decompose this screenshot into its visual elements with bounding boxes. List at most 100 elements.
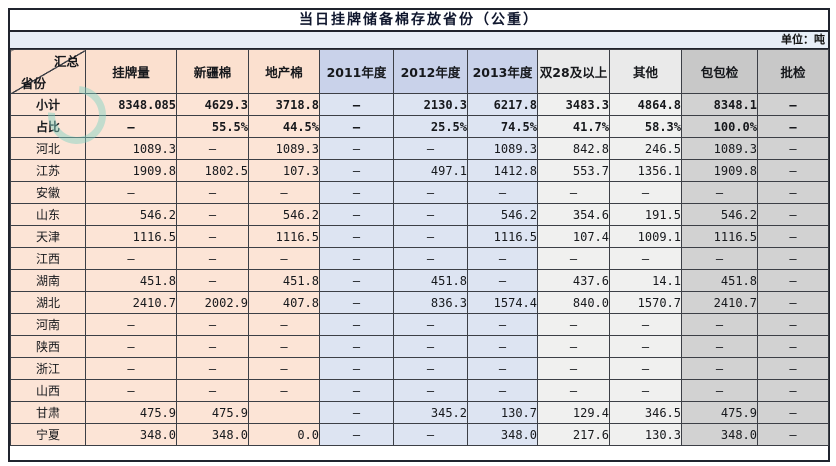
- table-cell: 354.6: [537, 203, 610, 226]
- table-row: 山西 — — — — — — — — — —: [10, 379, 829, 402]
- table-cell: —: [319, 225, 394, 248]
- table-cell: 44.5%: [248, 115, 320, 138]
- table-cell: 1116.5: [248, 225, 320, 248]
- table-cell: —: [248, 335, 320, 358]
- page-title: 当日挂牌储备棉存放省份（公重）: [10, 10, 828, 32]
- table-cell: 1574.4: [467, 291, 538, 314]
- table-row: 天津 1116.5—1116.5— —1116.5 107.4 1009.1 1116.5…: [10, 225, 829, 248]
- table-cell: —: [319, 247, 394, 270]
- table-cell: 437.6: [537, 269, 610, 292]
- table-cell: —: [393, 357, 468, 380]
- table-cell: 407.8: [248, 291, 320, 314]
- table-cell: 4864.8: [609, 93, 682, 116]
- table-cell: —: [393, 423, 468, 446]
- table-cell: —: [467, 181, 538, 204]
- table-cell: 475.9: [85, 401, 177, 424]
- column-header: 批检: [757, 49, 829, 94]
- table-cell: —: [757, 225, 829, 248]
- table-cell: —: [85, 115, 177, 138]
- table-cell: —: [319, 291, 394, 314]
- table-cell: —: [681, 335, 758, 358]
- table-cell: —: [393, 379, 468, 402]
- table-cell: —: [757, 203, 829, 226]
- table-cell: —: [609, 313, 682, 336]
- table-cell: —: [537, 335, 610, 358]
- column-header: 2013年度: [467, 49, 538, 94]
- table-cell: —: [467, 379, 538, 402]
- table-cell: 14.1: [609, 269, 682, 292]
- table-row: 占比 —55.5% 44.5% —25.5% 74.5% 41.7% 58.3% 100.0%…: [10, 115, 829, 138]
- unit-note: 单位：吨: [10, 32, 828, 49]
- row-header: 天津: [10, 225, 86, 248]
- table-cell: —: [757, 313, 829, 336]
- column-header: 挂牌量: [85, 49, 177, 94]
- table-cell: —: [393, 203, 468, 226]
- table-cell: —: [248, 313, 320, 336]
- table-cell: 345.2: [393, 401, 468, 424]
- table-cell: —: [85, 181, 177, 204]
- row-header: 占比: [10, 115, 86, 138]
- table-cell: 107.3: [248, 159, 320, 182]
- table-cell: —: [176, 181, 249, 204]
- table-cell: 451.8: [248, 269, 320, 292]
- column-header: 2012年度: [393, 49, 468, 94]
- row-header: 甘肃: [10, 401, 86, 424]
- table-cell: —: [681, 379, 758, 402]
- table-cell: —: [757, 159, 829, 182]
- table-row: 宁夏 348.0 348.0 0.0— —348.0 217.6 130.3 348.0—: [10, 423, 829, 446]
- table-cell: 41.7%: [537, 115, 610, 138]
- table-cell: —: [319, 313, 394, 336]
- table-cell: 1802.5: [176, 159, 249, 182]
- table-cell: 130.3: [609, 423, 682, 446]
- table-cell: —: [393, 225, 468, 248]
- table-cell: —: [248, 379, 320, 402]
- corner-label-columns: 汇总: [53, 54, 79, 69]
- table-cell: 3718.8: [248, 93, 320, 116]
- table-cell: —: [467, 335, 538, 358]
- table-row: 浙江 — — — — — — — — — —: [10, 357, 829, 380]
- row-header: 河北: [10, 137, 86, 160]
- table-cell: 546.2: [248, 203, 320, 226]
- table-cell: 475.9: [681, 401, 758, 424]
- table-cell: —: [467, 269, 538, 292]
- table-cell: —: [319, 181, 394, 204]
- corner-header-cell: 汇总 省份: [10, 49, 86, 94]
- column-header: 2011年度: [319, 49, 394, 94]
- table-row: 河北 1089.3—1089.3— —1089.3 842.8 246.5 1089.3—: [10, 137, 829, 160]
- table-cell: 1570.7: [609, 291, 682, 314]
- table-row: 山东 546.2—546.2— —546.2 354.6 191.5 546.2—: [10, 203, 829, 226]
- table-header: 汇总 省份 挂牌量 新疆棉 地产棉 2011年度 2012年度 2013年度 双28及以上其…: [10, 49, 829, 94]
- table-cell: 348.0: [176, 423, 249, 446]
- column-header: 新疆棉: [176, 49, 249, 94]
- table-cell: —: [537, 181, 610, 204]
- header-row: 汇总 省份 挂牌量 新疆棉 地产棉 2011年度 2012年度 2013年度 双28及以上其…: [10, 49, 829, 94]
- table-cell: 100.0%: [681, 115, 758, 138]
- table-cell: —: [537, 313, 610, 336]
- column-header: 其他: [609, 49, 682, 94]
- table-cell: 840.0: [537, 291, 610, 314]
- row-header: 河南: [10, 313, 86, 336]
- table-cell: —: [176, 137, 249, 160]
- corner-label-provinces: 省份: [21, 76, 47, 91]
- table-cell: 1356.1: [609, 159, 682, 182]
- table-cell: —: [537, 379, 610, 402]
- table-cell: —: [319, 357, 394, 380]
- row-header: 小计: [10, 93, 86, 116]
- table-cell: 191.5: [609, 203, 682, 226]
- table-cell: 217.6: [537, 423, 610, 446]
- table-row: 小计 8348.085 4629.3 3718.8—2130.3 6217.8 3483.…: [10, 93, 829, 116]
- table-cell: —: [319, 93, 394, 116]
- table-cell: 1089.3: [681, 137, 758, 160]
- table-cell: 1089.3: [85, 137, 177, 160]
- table-row: 安徽 — — — — — — — — — —: [10, 181, 829, 204]
- table-cell: —: [757, 401, 829, 424]
- table-cell: —: [681, 357, 758, 380]
- row-header: 安徽: [10, 181, 86, 204]
- table-cell: —: [757, 423, 829, 446]
- table-cell: 1116.5: [85, 225, 177, 248]
- table-cell: 0.0: [248, 423, 320, 446]
- table-cell: 348.0: [85, 423, 177, 446]
- table-cell: —: [85, 247, 177, 270]
- table-cell: [248, 401, 320, 424]
- column-header: 包包检: [681, 49, 758, 94]
